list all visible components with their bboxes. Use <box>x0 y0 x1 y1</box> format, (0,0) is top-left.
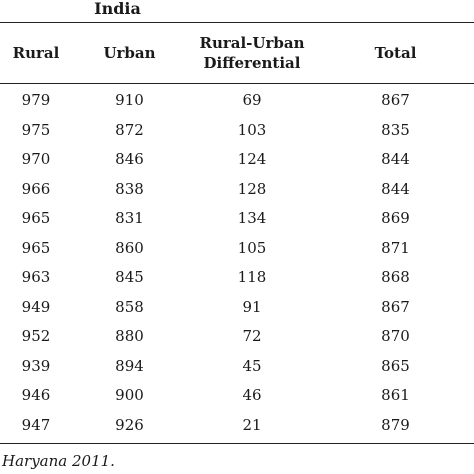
table-footnote: Haryana 2011. <box>2 452 115 470</box>
total-cell: 871 <box>381 238 410 257</box>
differential-cell: 124 <box>237 150 267 168</box>
urban-cell: 926 <box>115 415 144 434</box>
total-cell: 844 <box>381 150 410 168</box>
differential-cell: 118 <box>237 268 267 286</box>
total-cell: 868 <box>381 268 410 286</box>
header-urban: Urban <box>103 43 156 62</box>
total-cell: 844 <box>381 179 410 198</box>
total-cell: 869 <box>381 209 410 227</box>
table-row: 979 910 69 867 <box>0 86 474 116</box>
differential-cell: 105 <box>237 238 267 257</box>
header-rural-urban-differential: Rural-Urban Differential <box>199 33 305 72</box>
table-row: 946 900 46 861 <box>0 381 474 411</box>
urban-cell: 880 <box>115 327 144 345</box>
table-row: 965 831 134 869 <box>0 204 474 234</box>
rural-cell: 979 <box>21 91 51 109</box>
urban-cell: 858 <box>115 297 144 316</box>
total-cell: 879 <box>381 415 410 434</box>
rural-cell: 970 <box>21 150 51 168</box>
total-cell: 867 <box>381 297 410 316</box>
differential-cell: 46 <box>242 386 262 404</box>
rural-cell: 946 <box>21 386 51 404</box>
urban-cell: 860 <box>115 238 144 257</box>
rural-cell: 949 <box>21 297 51 316</box>
total-cell: 861 <box>381 386 410 404</box>
table-header: Rural Urban Rural-Urban Differential Tota… <box>0 22 474 83</box>
rural-cell: 965 <box>21 209 51 227</box>
rural-cell: 966 <box>21 179 51 198</box>
urban-cell: 900 <box>115 386 144 404</box>
urban-cell: 831 <box>115 209 144 227</box>
urban-cell: 845 <box>115 268 144 286</box>
total-cell: 870 <box>381 327 410 345</box>
header-rural: Rural <box>12 43 60 62</box>
rural-cell: 965 <box>21 238 51 257</box>
differential-cell: 128 <box>237 179 267 198</box>
urban-cell: 838 <box>115 179 144 198</box>
rural-cell: 939 <box>21 356 51 375</box>
differential-cell: 134 <box>237 209 267 227</box>
total-cell: 865 <box>381 356 410 375</box>
table-row: 939 894 45 865 <box>0 352 474 382</box>
urban-cell: 846 <box>115 150 144 168</box>
total-cell: 867 <box>381 91 410 109</box>
table-row: 970 846 124 844 <box>0 145 474 175</box>
table-row: 966 838 128 844 <box>0 175 474 205</box>
total-cell: 835 <box>381 120 410 139</box>
differential-cell: 91 <box>242 297 262 316</box>
table-row: 952 880 72 870 <box>0 322 474 352</box>
table-row: 949 858 91 867 <box>0 293 474 323</box>
urban-cell: 872 <box>115 120 144 139</box>
region-title: India <box>94 0 141 18</box>
urban-cell: 894 <box>115 356 144 375</box>
differential-cell: 45 <box>242 356 262 375</box>
rural-cell: 963 <box>21 268 51 286</box>
rural-cell: 947 <box>21 415 51 434</box>
header-total: Total <box>374 43 417 62</box>
table-bottom-rule <box>0 443 474 444</box>
table-body: 979 910 69 867 975 872 103 835 970 846 124 844 966 83… <box>0 86 474 440</box>
differential-cell: 21 <box>242 415 262 434</box>
rural-cell: 952 <box>21 327 51 345</box>
differential-cell: 72 <box>242 327 262 345</box>
table-row: 947 926 21 879 <box>0 411 474 441</box>
table-row: 963 845 118 868 <box>0 263 474 293</box>
table-header-rule <box>0 83 474 84</box>
differential-cell: 103 <box>237 120 267 139</box>
table-row: 975 872 103 835 <box>0 116 474 146</box>
urban-cell: 910 <box>115 91 144 109</box>
table-top-rule <box>0 22 474 23</box>
differential-cell: 69 <box>242 91 262 109</box>
table-row: 965 860 105 871 <box>0 234 474 264</box>
rural-cell: 975 <box>21 120 51 139</box>
